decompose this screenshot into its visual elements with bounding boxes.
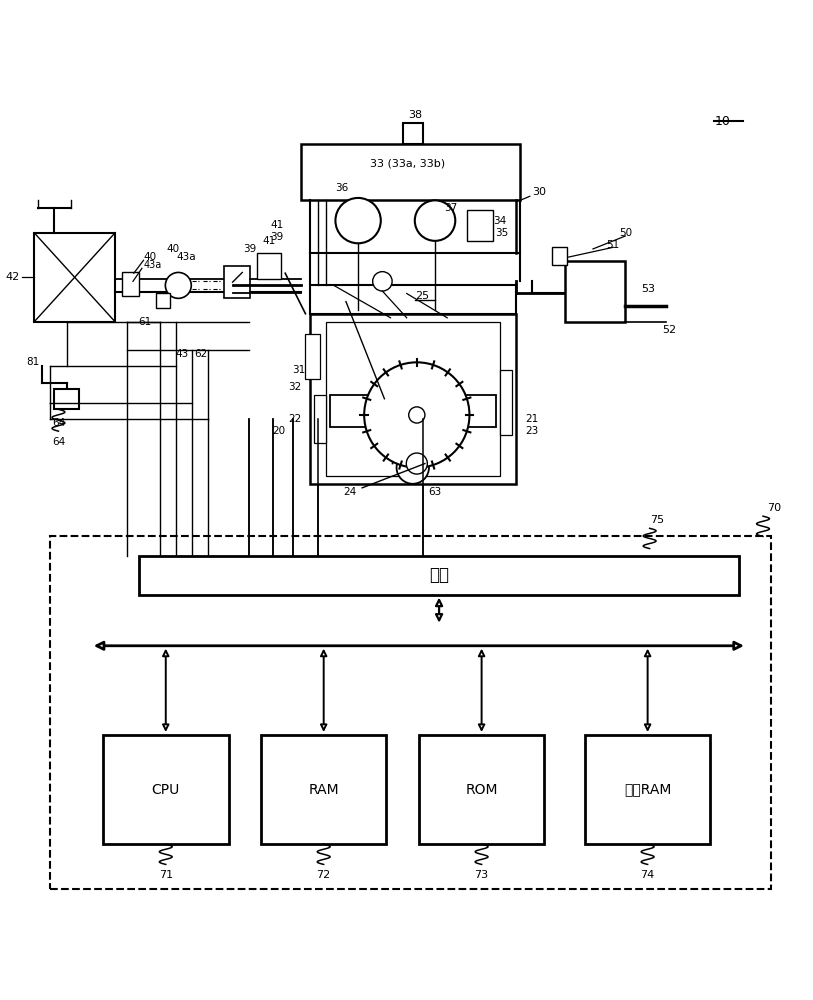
Circle shape [336,198,380,243]
Bar [553,247,567,265]
Text: 10: 10 [715,115,730,128]
Text: 39: 39 [244,244,257,254]
Text: 35: 35 [496,228,509,238]
Bar [34,233,115,322]
Text: 64: 64 [52,418,65,428]
Bar [257,253,281,279]
Text: 72: 72 [316,870,331,880]
Text: 41: 41 [263,236,276,246]
Text: 20: 20 [272,426,285,436]
Text: 43: 43 [176,349,189,359]
Bar [155,293,170,308]
Text: 52: 52 [662,325,676,335]
Text: 23: 23 [525,426,539,436]
Text: 34: 34 [493,216,506,226]
Text: 70: 70 [767,503,781,513]
Text: 75: 75 [650,515,663,525]
Text: 接口: 接口 [429,566,449,584]
Bar [585,735,711,844]
Text: 61: 61 [138,317,151,327]
Bar [419,735,545,844]
Text: 21: 21 [525,414,539,424]
Circle shape [364,362,469,468]
Text: 36: 36 [335,183,349,193]
Text: 62: 62 [194,349,208,359]
Text: 39: 39 [271,232,284,242]
Text: 74: 74 [641,870,654,880]
Bar [314,395,326,443]
Bar [302,144,520,200]
Text: 43a: 43a [144,260,162,270]
Circle shape [397,451,429,484]
Text: 37: 37 [445,203,458,213]
Text: 24: 24 [343,487,357,497]
Bar [500,370,512,435]
Text: 40: 40 [144,252,157,262]
Text: 50: 50 [619,228,632,238]
Bar [467,210,493,241]
Bar [103,735,228,844]
Text: 64: 64 [52,437,65,447]
Bar [326,322,500,476]
Circle shape [372,272,392,291]
Text: 42: 42 [6,272,20,282]
Text: 71: 71 [159,870,173,880]
Text: 51: 51 [606,240,620,250]
Circle shape [406,453,428,474]
Text: ROM: ROM [465,783,498,797]
Text: 备用RAM: 备用RAM [624,783,672,797]
Bar [330,395,496,427]
Circle shape [415,200,455,241]
Text: 43a: 43a [176,252,196,262]
Circle shape [165,272,191,298]
Text: 73: 73 [475,870,489,880]
Text: 81: 81 [27,357,40,367]
Circle shape [409,407,425,423]
Bar [564,261,625,322]
Bar [50,536,771,889]
Circle shape [409,464,417,472]
Text: 22: 22 [288,414,302,424]
Text: 63: 63 [428,487,441,497]
Bar [54,389,79,409]
Text: 40: 40 [167,244,180,254]
Bar [310,314,516,484]
Text: 33 (33a, 33b): 33 (33a, 33b) [370,159,446,169]
Text: 41: 41 [271,220,284,230]
Bar [261,735,386,844]
Text: 32: 32 [288,382,302,392]
Bar [122,272,140,296]
Bar [224,266,250,298]
Bar [310,285,516,314]
Bar [402,123,423,144]
Text: 38: 38 [408,110,422,120]
Text: 30: 30 [533,187,546,197]
Text: 25: 25 [415,291,429,301]
Text: 31: 31 [292,365,306,375]
Text: 53: 53 [641,284,655,294]
Bar [140,556,739,595]
Text: CPU: CPU [152,783,180,797]
Bar [306,334,320,379]
Text: RAM: RAM [308,783,339,797]
